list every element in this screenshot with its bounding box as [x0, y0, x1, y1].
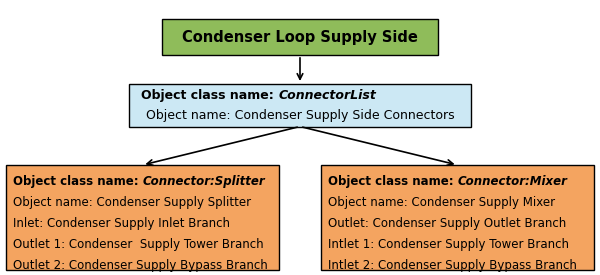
Text: Intlet 2: Condenser Supply Bypass Branch: Intlet 2: Condenser Supply Bypass Branch: [328, 259, 577, 272]
FancyBboxPatch shape: [162, 19, 438, 55]
Text: Outlet 2: Condenser Supply Bypass Branch: Outlet 2: Condenser Supply Bypass Branch: [13, 259, 268, 272]
Text: Object class name:: Object class name:: [328, 175, 458, 188]
Text: Inlet: Condenser Supply Inlet Branch: Inlet: Condenser Supply Inlet Branch: [13, 217, 230, 230]
Text: Object class name:: Object class name:: [141, 89, 278, 102]
Text: Outlet: Condenser Supply Outlet Branch: Outlet: Condenser Supply Outlet Branch: [328, 217, 566, 230]
Text: Connector:Splitter: Connector:Splitter: [143, 175, 266, 188]
Text: Intlet 1: Condenser Supply Tower Branch: Intlet 1: Condenser Supply Tower Branch: [328, 238, 569, 251]
Text: ConnectorList: ConnectorList: [278, 89, 376, 102]
FancyBboxPatch shape: [129, 84, 471, 126]
Text: Object name: Condenser Supply Side Connectors: Object name: Condenser Supply Side Conne…: [146, 109, 454, 122]
Text: Connector:Mixer: Connector:Mixer: [458, 175, 568, 188]
Text: Object name: Condenser Supply Splitter: Object name: Condenser Supply Splitter: [13, 196, 251, 209]
Text: Condenser Loop Supply Side: Condenser Loop Supply Side: [182, 30, 418, 45]
Text: Object class name:: Object class name:: [13, 175, 143, 188]
Text: Outlet 1: Condenser  Supply Tower Branch: Outlet 1: Condenser Supply Tower Branch: [13, 238, 264, 251]
FancyBboxPatch shape: [321, 165, 594, 270]
Text: Object name: Condenser Supply Mixer: Object name: Condenser Supply Mixer: [328, 196, 556, 209]
FancyBboxPatch shape: [6, 165, 279, 270]
